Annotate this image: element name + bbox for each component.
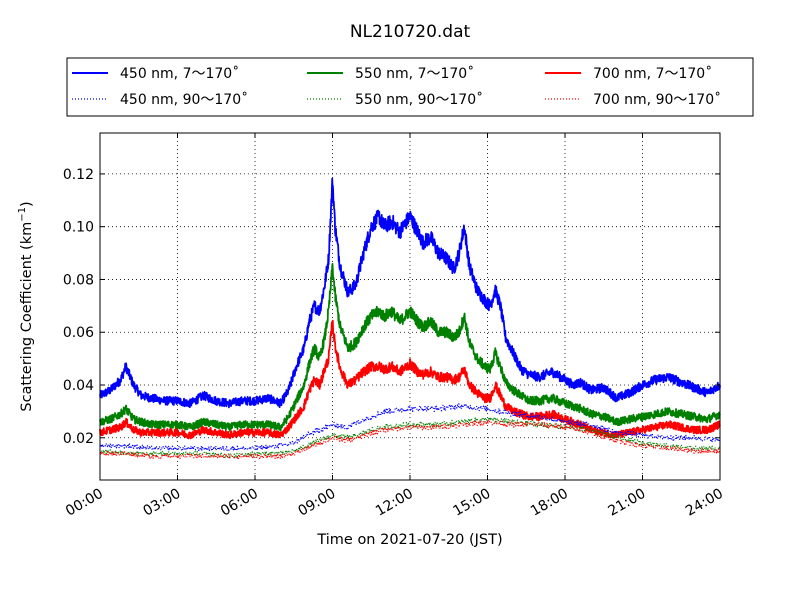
grid [100,133,720,480]
y-tick-label: 0.06 [63,325,94,341]
series-line-4 [99,402,721,452]
legend-label-6: 700 nm, 90～170˚ [593,91,721,108]
legend-frame [66,57,754,117]
y-axis-label-main: Scattering Coefficient (km [19,222,35,412]
y-tick-label: 0.04 [63,378,94,394]
y-axis-label: Scattering Coefficient (km−1) [17,201,35,411]
series-line-3 [99,319,721,440]
legend-label-3: 700 nm, 7～170˚ [593,65,712,82]
legend: 450 nm, 7～170˚ 550 nm, 7～170˚ 700 nm, 7～17… [66,57,754,117]
y-axis-label-end: ) [19,201,35,207]
series-layer [99,177,721,460]
y-tick-label: 0.10 [63,220,94,236]
legend-label-5: 550 nm, 90～170˚ [355,91,483,108]
series-line-2 [99,262,721,432]
x-axis-label: Time on 2021-07-20 (JST) [316,532,502,548]
legend-label-1: 450 nm, 7～170˚ [120,65,239,82]
series-line-1 [99,177,721,409]
legend-label-4: 450 nm, 90～170˚ [120,91,248,108]
chart-title: NL210720.dat [350,22,471,42]
y-axis-label-superscript: −1 [17,207,28,222]
y-tick-label: 0.12 [63,167,94,183]
y-tick-label: 0.08 [63,272,94,288]
y-tick-label: 0.02 [63,431,94,447]
legend-label-2: 550 nm, 7～170˚ [355,65,474,82]
